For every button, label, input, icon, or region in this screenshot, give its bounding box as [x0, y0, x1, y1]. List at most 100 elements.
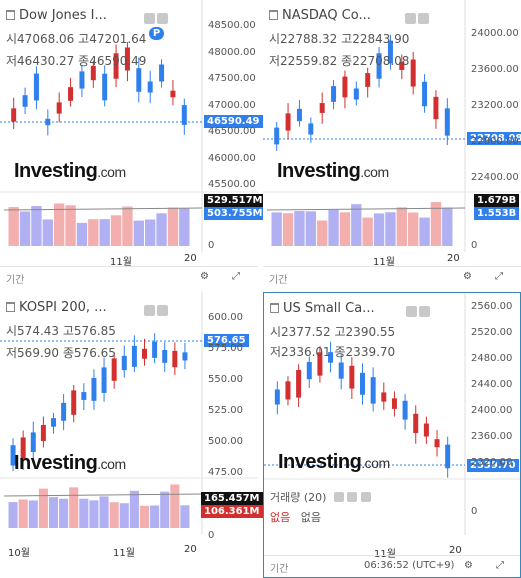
volume-bar [31, 206, 42, 246]
volume-bar [99, 496, 109, 528]
volume-bar [8, 207, 19, 246]
y-tick-label: 2480.00 [471, 353, 513, 364]
candle-body [433, 96, 439, 120]
y-tick-label: 2520.00 [471, 327, 513, 338]
expand-icon[interactable]: ⤢ [232, 271, 240, 282]
candle-body [410, 59, 416, 87]
candle-body [353, 88, 359, 100]
candle-body [45, 118, 51, 126]
settings-icon[interactable] [144, 13, 155, 24]
period-label[interactable]: 기간 [269, 275, 288, 286]
volume-bar [351, 204, 362, 246]
nasdaq-price-chart[interactable] [263, 0, 521, 287]
candle-body [11, 108, 17, 122]
expand-icon[interactable]: ⤢ [495, 271, 503, 282]
candle-body [308, 123, 314, 135]
panel-footer: 기간 ⚙ ⤢ [0, 266, 258, 287]
volume-bar [89, 500, 99, 528]
y-tick-label: 48500.00 [208, 20, 256, 31]
volume-bar [150, 505, 160, 528]
settings-icon[interactable] [144, 305, 155, 316]
panel-controls [406, 302, 432, 321]
window-icon [6, 302, 15, 312]
expand-icon[interactable]: ⤢ [496, 560, 504, 571]
volume-indicator-title[interactable]: 거래량 (20) [270, 489, 371, 505]
volume-bar [28, 500, 38, 528]
gear-icon[interactable]: ⚙ [463, 271, 472, 282]
volume-bar [160, 491, 170, 528]
volume-bar [385, 212, 396, 246]
gear-icon[interactable]: ⚙ [200, 271, 209, 282]
clock-time: 06:36:52 (UTC+9) [364, 560, 455, 571]
chart-panel-nasdaq[interactable]: NASDAQ Co... 시22788.32 고22843.90 저22559.… [263, 0, 521, 287]
candle-body [22, 95, 28, 107]
x-label: 11월 [113, 548, 135, 559]
volume-average-line [3, 207, 203, 211]
close-icon[interactable] [418, 13, 429, 24]
close-icon[interactable] [360, 492, 371, 502]
vol-zero: 0 [471, 240, 478, 251]
volume-bar [65, 205, 76, 246]
close-icon[interactable] [157, 13, 168, 24]
y-tick-label: 24000.00 [471, 28, 519, 39]
settings-icon[interactable] [405, 13, 416, 24]
candle-body [413, 413, 419, 434]
candle-body [79, 71, 85, 89]
price-tag: 22708.08 [467, 132, 521, 145]
candle-body [61, 402, 67, 421]
period-label[interactable]: 기간 [6, 275, 25, 286]
x-label: 20 [449, 545, 462, 556]
volume-bar [179, 208, 190, 246]
candle-body [152, 341, 158, 358]
panel-footer: 기간 ⚙ ⤢ [263, 266, 521, 287]
gear-icon[interactable]: ⚙ [464, 560, 473, 571]
candle-body [10, 445, 16, 466]
volume-bar [167, 207, 179, 246]
settings-icon[interactable] [347, 492, 358, 502]
candle-body [142, 348, 147, 359]
y-tick-label: 46500.00 [208, 126, 256, 137]
chart-panel-us-small-cap[interactable]: US Small Ca... 시2377.52 고2390.55 저2336.0… [263, 292, 521, 578]
candle-body [381, 392, 387, 402]
badge-icon[interactable]: P [149, 27, 164, 40]
kospi-price-chart[interactable] [0, 292, 258, 578]
vol-zero: 0 [208, 240, 215, 251]
y-tick-label: 46000.00 [208, 152, 256, 164]
volume-avg-tag: 1.553B [474, 207, 520, 220]
close-icon[interactable] [419, 306, 430, 317]
panel-controls [144, 301, 170, 320]
settings-icon[interactable] [406, 306, 417, 317]
candle-body [328, 352, 334, 363]
candle-body [68, 87, 74, 101]
volume-tag: 529.517M [204, 194, 266, 207]
volume-bar [294, 211, 305, 246]
ohlc-row-1: 시2377.52 고2390.55 [270, 325, 396, 339]
x-label: 11월 [110, 257, 132, 268]
y-tick-label: 475.00 [208, 467, 243, 478]
period-label[interactable]: 기간 [270, 564, 289, 575]
candle-body [296, 369, 302, 398]
close-icon[interactable] [157, 305, 168, 316]
volume-bar [110, 215, 122, 246]
window-icon [6, 10, 15, 20]
us-small-cap-price-chart[interactable] [264, 293, 520, 577]
y-tick-label: 2440.00 [471, 379, 513, 390]
volume-bar [156, 213, 167, 246]
candle-body [131, 345, 137, 367]
dow-jones-price-chart[interactable] [0, 0, 258, 287]
volume-bar [282, 213, 294, 246]
chart-panel-dow-jones[interactable]: Dow Jones I... 시47068.06 고47201.64 저4643… [0, 0, 266, 287]
symbol-title[interactable]: KOSPI 200, ... [6, 300, 107, 315]
candle-body [349, 365, 355, 389]
window-icon [269, 10, 278, 20]
settings-icon[interactable] [333, 492, 344, 502]
ohlc-row-2: 저22559.82 종22708.08 [269, 54, 410, 68]
candle-body [136, 68, 142, 92]
chart-panel-kospi[interactable]: KOSPI 200, ... 시574.43 고576.85 저569.90 종… [0, 292, 263, 578]
symbol-title[interactable]: Dow Jones I... [6, 8, 107, 23]
symbol-title[interactable]: US Small Ca... [270, 301, 375, 316]
candle-body [20, 437, 26, 461]
volume-bar [362, 217, 373, 246]
symbol-title[interactable]: NASDAQ Co... [269, 8, 371, 23]
volume-bar [305, 211, 316, 246]
